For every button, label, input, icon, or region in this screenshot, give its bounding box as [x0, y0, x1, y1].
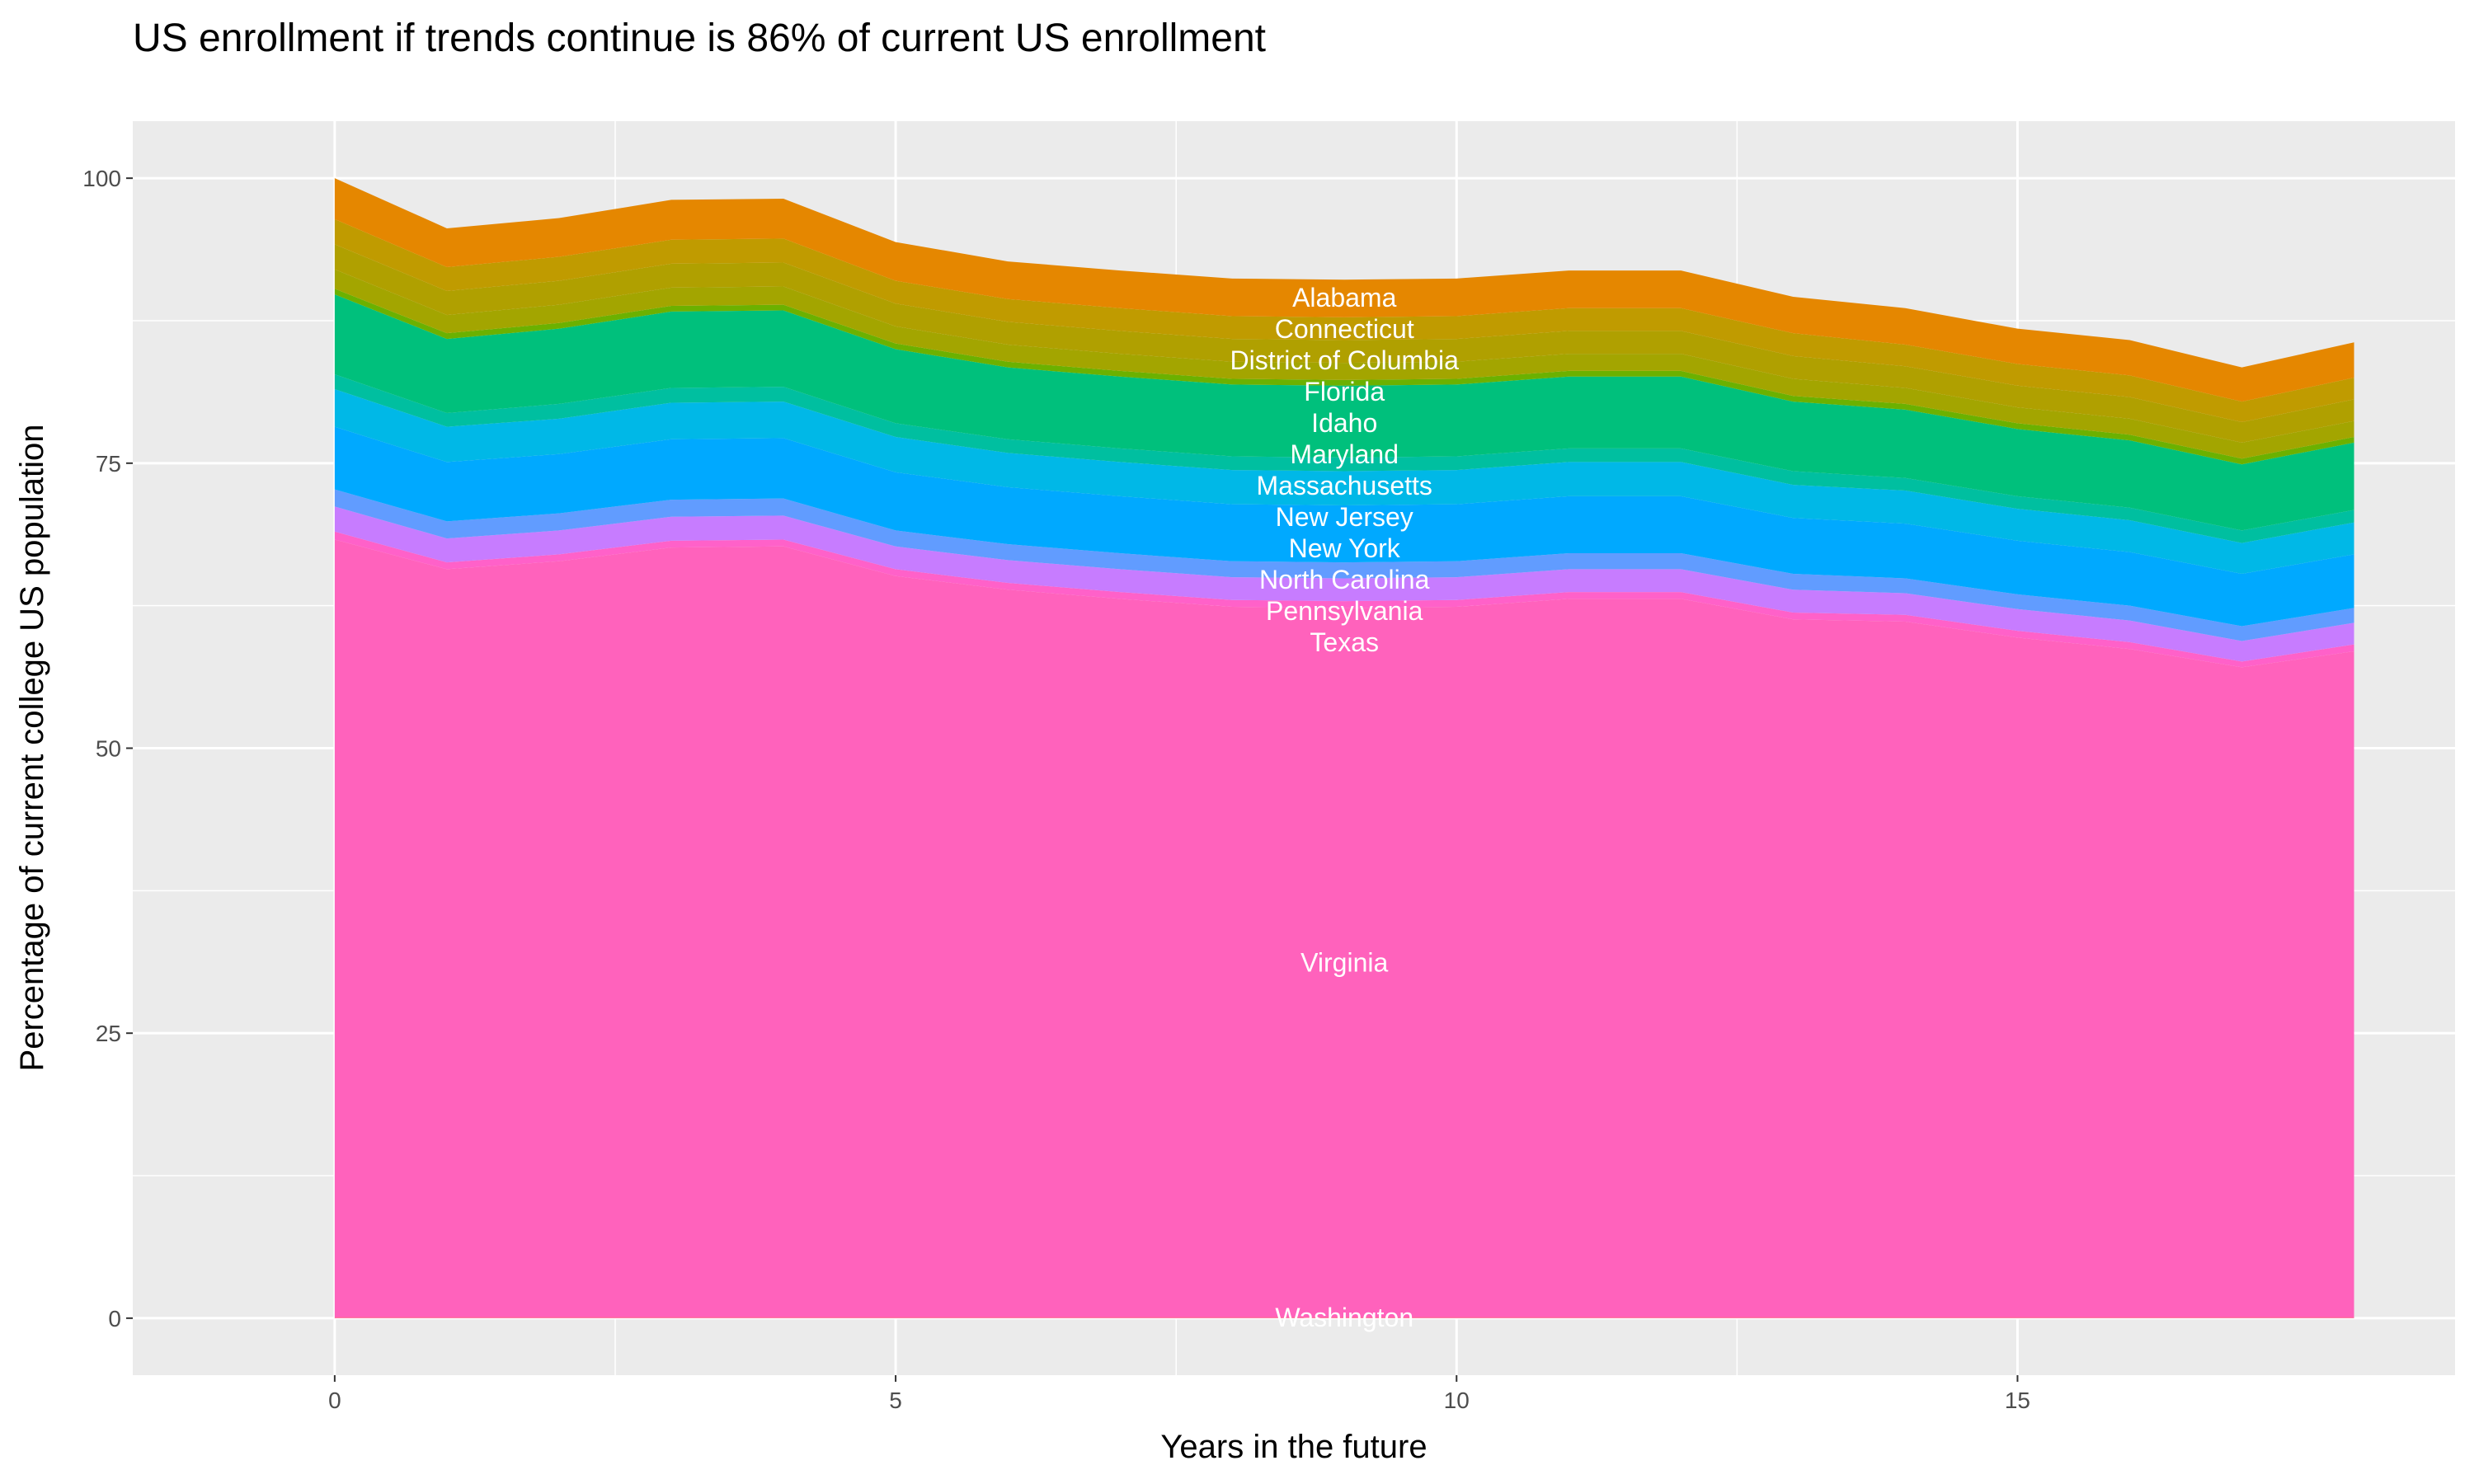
- series-label: North Carolina: [1259, 565, 1430, 594]
- area-new-york: [334, 426, 2354, 627]
- area-virginia: [334, 539, 2354, 1317]
- area-district-of-columbia: [334, 244, 2354, 443]
- series-label: Texas: [1310, 627, 1379, 657]
- area-alabama: [334, 178, 2354, 402]
- area-maryland: [334, 294, 2354, 531]
- area-pennsylvania: [334, 506, 2354, 662]
- y-axis-title: Percentage of current college US populat…: [14, 425, 50, 1072]
- series-label: Connecticut: [1275, 314, 1414, 344]
- x-axis-title: Years in the future: [1160, 1429, 1427, 1465]
- y-tick-label: 75: [96, 451, 121, 477]
- y-tick-label: 50: [96, 736, 121, 762]
- y-tick-label: 25: [96, 1021, 121, 1046]
- x-tick-label: 10: [1444, 1388, 1470, 1413]
- series-label: Alabama: [1292, 283, 1397, 312]
- x-tick-label: 0: [328, 1388, 341, 1413]
- area-massachusetts: [334, 373, 2354, 543]
- series-label: Florida: [1304, 377, 1385, 406]
- x-tick-label: 5: [889, 1388, 902, 1413]
- areas: [334, 178, 2354, 1318]
- chart-title: US enrollment if trends continue is 86% …: [133, 16, 1266, 60]
- area-connecticut: [334, 218, 2354, 423]
- series-label: New York: [1289, 533, 1401, 563]
- area-new-jersey: [334, 388, 2354, 574]
- series-label: Massachusetts: [1257, 471, 1432, 500]
- area-florida: [334, 269, 2354, 459]
- series-label: District of Columbia: [1230, 345, 1460, 375]
- area-north-carolina: [334, 489, 2354, 641]
- series-label: Washington: [1275, 1303, 1413, 1332]
- series-label: Virginia: [1300, 947, 1388, 977]
- series-label: New Jersey: [1276, 502, 1413, 532]
- series-label: Pennsylvania: [1266, 596, 1423, 626]
- series-label: Maryland: [1290, 439, 1399, 469]
- x-tick-label: 15: [2005, 1388, 2030, 1413]
- series-labels: Washington Virginia TexasPennsylvaniaNorth…: [1230, 283, 1460, 1332]
- series-label: Idaho: [1311, 408, 1377, 438]
- y-tick-label: 0: [108, 1306, 121, 1331]
- y-tick-label: 100: [82, 166, 121, 191]
- axes: 0 5 10 15 0 25 50 75 100: [82, 166, 2030, 1413]
